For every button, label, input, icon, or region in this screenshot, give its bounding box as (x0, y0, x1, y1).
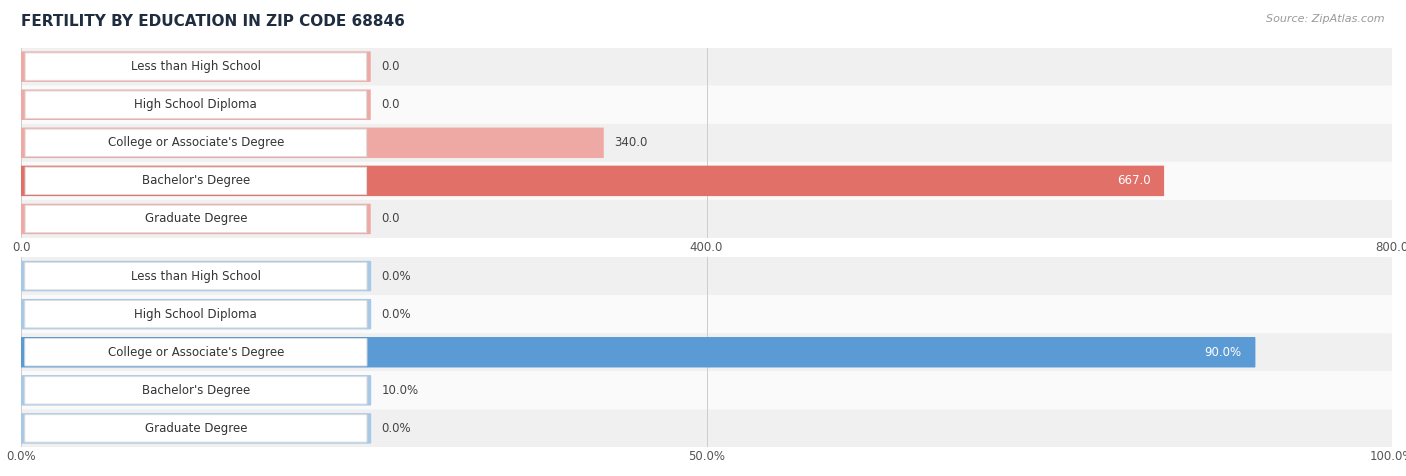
Text: Bachelor's Degree: Bachelor's Degree (142, 174, 250, 188)
FancyBboxPatch shape (21, 413, 371, 444)
Text: 0.0%: 0.0% (381, 307, 411, 321)
Text: College or Associate's Degree: College or Associate's Degree (108, 346, 284, 359)
FancyBboxPatch shape (21, 371, 1392, 409)
Text: High School Diploma: High School Diploma (135, 98, 257, 111)
FancyBboxPatch shape (25, 53, 367, 80)
Text: FERTILITY BY EDUCATION IN ZIP CODE 68846: FERTILITY BY EDUCATION IN ZIP CODE 68846 (21, 14, 405, 30)
FancyBboxPatch shape (21, 200, 1392, 238)
FancyBboxPatch shape (21, 162, 1392, 200)
FancyBboxPatch shape (21, 261, 371, 291)
FancyBboxPatch shape (25, 91, 367, 119)
FancyBboxPatch shape (25, 205, 367, 233)
FancyBboxPatch shape (21, 128, 603, 158)
Text: High School Diploma: High School Diploma (135, 307, 257, 321)
Text: 0.0: 0.0 (381, 60, 401, 73)
Text: 340.0: 340.0 (614, 136, 648, 149)
Text: 0.0%: 0.0% (381, 269, 411, 283)
FancyBboxPatch shape (25, 262, 367, 290)
Text: Less than High School: Less than High School (131, 269, 262, 283)
FancyBboxPatch shape (21, 48, 1392, 86)
Text: 0.0: 0.0 (381, 98, 401, 111)
Text: Graduate Degree: Graduate Degree (145, 422, 247, 435)
FancyBboxPatch shape (25, 300, 367, 328)
FancyBboxPatch shape (25, 129, 367, 157)
FancyBboxPatch shape (21, 295, 1392, 333)
FancyBboxPatch shape (25, 377, 367, 404)
Text: College or Associate's Degree: College or Associate's Degree (108, 136, 284, 149)
FancyBboxPatch shape (21, 333, 1392, 371)
FancyBboxPatch shape (21, 409, 1392, 447)
Text: Source: ZipAtlas.com: Source: ZipAtlas.com (1267, 14, 1385, 24)
FancyBboxPatch shape (21, 86, 1392, 124)
FancyBboxPatch shape (21, 51, 371, 82)
FancyBboxPatch shape (21, 299, 371, 329)
Text: 0.0%: 0.0% (381, 422, 411, 435)
FancyBboxPatch shape (21, 257, 1392, 295)
FancyBboxPatch shape (21, 337, 1256, 367)
Text: 90.0%: 90.0% (1204, 346, 1241, 359)
FancyBboxPatch shape (25, 415, 367, 442)
Text: 10.0%: 10.0% (381, 384, 419, 397)
Text: 667.0: 667.0 (1116, 174, 1150, 188)
Text: Less than High School: Less than High School (131, 60, 262, 73)
Text: Bachelor's Degree: Bachelor's Degree (142, 384, 250, 397)
FancyBboxPatch shape (21, 166, 1164, 196)
Text: 0.0: 0.0 (381, 212, 401, 226)
FancyBboxPatch shape (21, 89, 371, 120)
FancyBboxPatch shape (21, 124, 1392, 162)
FancyBboxPatch shape (25, 167, 367, 195)
Text: Graduate Degree: Graduate Degree (145, 212, 247, 226)
FancyBboxPatch shape (21, 375, 371, 406)
FancyBboxPatch shape (21, 204, 371, 234)
FancyBboxPatch shape (25, 338, 367, 366)
